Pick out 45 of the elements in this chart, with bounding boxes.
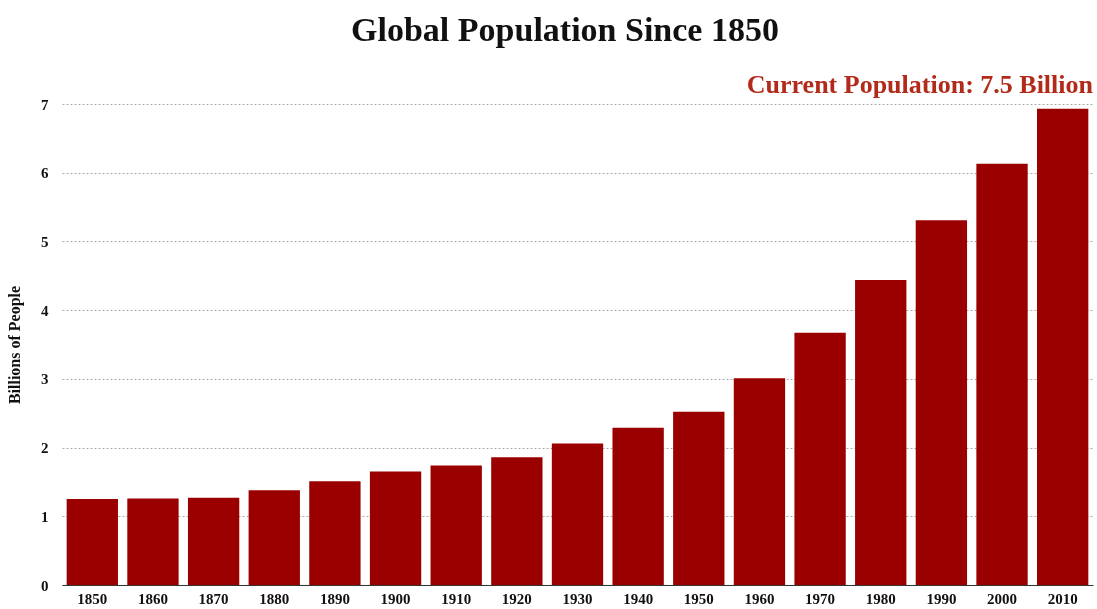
bar [309, 481, 361, 585]
bar [794, 332, 846, 585]
x-tick-label: 1870 [198, 590, 229, 607]
x-tick-label: 1850 [77, 590, 108, 607]
y-tick-label: 7 [41, 96, 49, 113]
bar [1037, 108, 1089, 585]
bar [187, 497, 240, 585]
y-tick-label: 6 [41, 165, 49, 182]
bar [127, 498, 179, 585]
y-tick-label: 4 [41, 302, 49, 319]
x-tick-label: 2010 [1047, 590, 1078, 607]
x-tick-label: 2000 [987, 590, 1018, 607]
x-tick-label: 1930 [562, 590, 593, 607]
bar [369, 471, 422, 585]
bar [491, 457, 543, 585]
y-tick-label: 2 [41, 440, 49, 457]
y-tick-label: 0 [41, 577, 49, 594]
bar [66, 499, 118, 585]
text: Current Population: 7.5 Billion [746, 70, 1094, 99]
x-tick-label: 1900 [380, 590, 411, 607]
bar [248, 490, 300, 585]
x-tick-label: 1920 [501, 590, 532, 607]
bar [733, 378, 786, 585]
x-tick-label: 1910 [441, 590, 472, 607]
bar [673, 411, 725, 585]
bar [430, 465, 482, 585]
x-tick-label: 1860 [137, 590, 168, 607]
chart-title: Global Population Since 1850 [351, 11, 779, 48]
x-tick-label: 1970 [805, 590, 836, 607]
x-tick-label: 1940 [623, 590, 654, 607]
bar [551, 443, 604, 585]
x-tick-label: 1990 [926, 590, 957, 607]
y-tick-label: 5 [41, 233, 49, 250]
x-tick-label: 1890 [319, 590, 350, 607]
bar [612, 427, 664, 585]
x-tick-label: 1880 [259, 590, 290, 607]
x-tick-label: 1950 [683, 590, 714, 607]
x-tick-label: 1980 [865, 590, 896, 607]
bar [915, 220, 968, 585]
y-axis-title: Billions of People [6, 285, 24, 405]
y-tick-label: 3 [41, 371, 49, 388]
x-tick-label: 1960 [744, 590, 775, 607]
bar [976, 163, 1028, 585]
y-tick-label: 1 [41, 508, 49, 525]
bar [855, 279, 907, 585]
